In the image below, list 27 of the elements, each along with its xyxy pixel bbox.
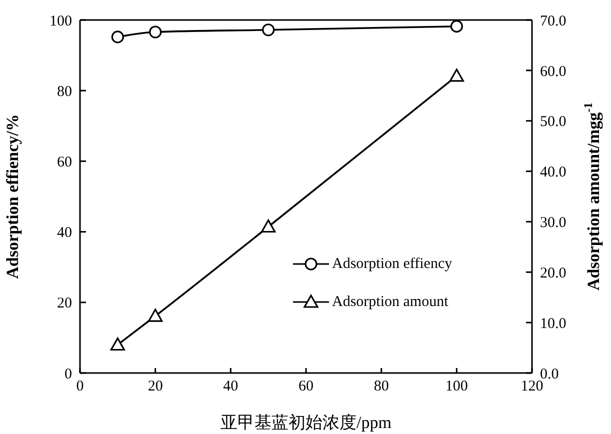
- x-axis-title: 亚甲基蓝初始浓度/ppm: [220, 413, 392, 432]
- y2-tick-label: 10.0: [540, 316, 566, 332]
- y-tick-label: 0: [64, 366, 72, 382]
- point: [449, 68, 464, 82]
- x-tick-label: 40: [223, 378, 238, 395]
- y-tick-label: 20: [57, 296, 72, 312]
- legend-label: Adsorption amount: [332, 294, 448, 310]
- x-tick-label: 80: [374, 378, 389, 395]
- y-tick-label: 80: [57, 84, 72, 100]
- y-axis-title: Adsorption effiency/%: [3, 114, 22, 279]
- x-tick-label: 0: [76, 378, 84, 395]
- point: [148, 308, 163, 322]
- y2-tick-label: 30.0: [540, 215, 566, 232]
- y-tick-label: 100: [50, 13, 72, 30]
- point: [261, 219, 276, 233]
- point: [110, 337, 125, 351]
- y2-tick-label: 50.0: [540, 114, 566, 130]
- x-tick-label: 100: [445, 378, 468, 395]
- y2-tick-label: 20.0: [540, 265, 566, 282]
- y-tick-label: 60: [57, 154, 72, 171]
- x-tick-label: 20: [148, 378, 163, 395]
- y2-tick-label: 60.0: [540, 64, 566, 80]
- y2-tick-label: 40.0: [540, 164, 566, 181]
- x-tick-label: 60: [298, 378, 314, 395]
- y-tick-label: 40: [57, 225, 72, 242]
- y2-tick-label: 70.0: [540, 13, 566, 30]
- legend-label: Adsorption effiency: [332, 256, 452, 272]
